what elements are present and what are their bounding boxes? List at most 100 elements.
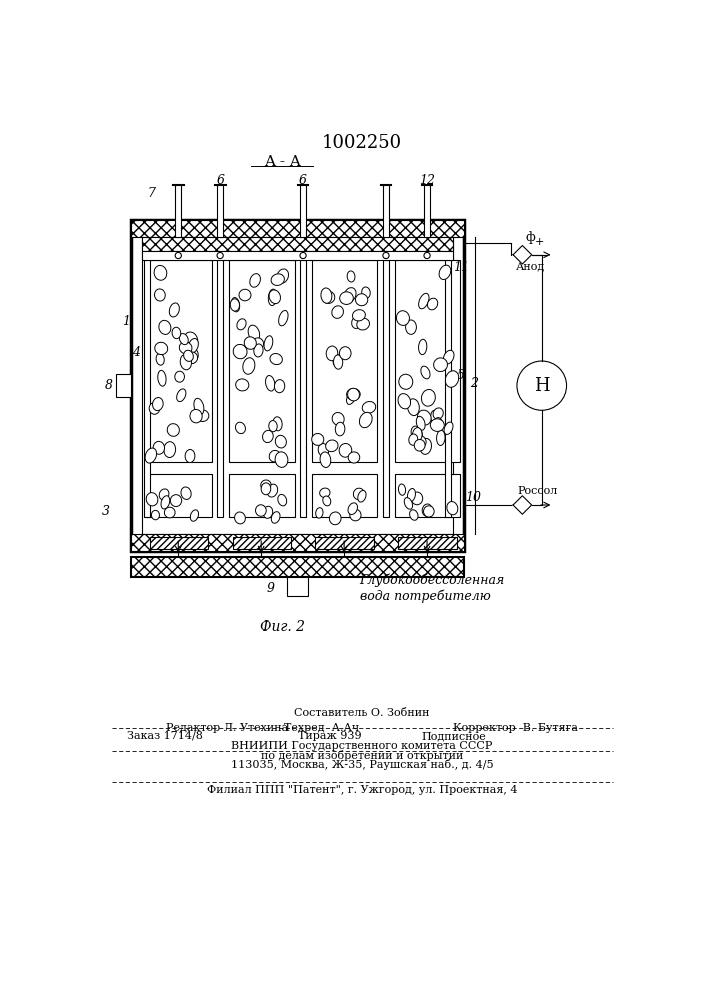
Ellipse shape [344,288,356,302]
Text: Фиг. 2: Фиг. 2 [259,620,305,634]
Bar [312,474,378,517]
Ellipse shape [431,419,444,431]
Ellipse shape [339,292,354,304]
Ellipse shape [443,350,454,364]
Ellipse shape [323,496,331,506]
Ellipse shape [421,366,430,379]
Ellipse shape [185,348,198,363]
Ellipse shape [248,325,259,341]
Ellipse shape [409,434,418,445]
Bar [300,260,306,517]
Ellipse shape [348,503,358,515]
Ellipse shape [159,489,169,500]
Ellipse shape [278,494,286,506]
Ellipse shape [414,436,426,448]
Bar [142,251,453,260]
Ellipse shape [169,303,180,317]
Ellipse shape [420,438,431,454]
Ellipse shape [339,347,351,360]
Text: 113035, Москва, Ж-35, Раушская наб., д. 4/5: 113035, Москва, Ж-35, Раушская наб., д. … [230,759,493,770]
Ellipse shape [320,488,330,497]
Ellipse shape [312,433,324,445]
Text: Глубокообессоленная
вода потребителю: Глубокообессоленная вода потребителю [360,574,505,603]
Bar [445,260,451,517]
Text: ф: ф [525,231,535,244]
Text: Филиал ППП "Патент", г. Ужгород, ул. Проектная, 4: Филиал ППП "Патент", г. Ужгород, ул. Про… [206,785,518,795]
Text: 8: 8 [105,379,113,392]
Ellipse shape [197,410,209,421]
Ellipse shape [250,274,260,287]
Ellipse shape [357,318,370,330]
Text: Подписное: Подписное [421,731,486,741]
Ellipse shape [186,352,198,364]
Text: Россол: Россол [518,486,558,496]
Ellipse shape [434,418,443,430]
Ellipse shape [447,502,458,515]
Ellipse shape [398,394,411,409]
Ellipse shape [180,334,188,345]
Ellipse shape [335,422,345,436]
Text: Заказ 1714/8: Заказ 1714/8 [127,731,203,741]
Bar [142,237,453,534]
Ellipse shape [332,306,344,318]
Ellipse shape [158,370,166,386]
Ellipse shape [153,398,163,411]
Text: Техред  А.Ач: Техред А.Ач [284,723,360,733]
Ellipse shape [273,417,282,431]
Ellipse shape [172,327,181,339]
Ellipse shape [151,510,160,520]
Text: 6: 6 [216,174,224,187]
Bar [115,374,131,397]
Ellipse shape [181,487,191,499]
Bar [217,185,223,237]
Ellipse shape [436,430,445,445]
Ellipse shape [180,342,192,354]
Text: 10: 10 [465,491,481,504]
Ellipse shape [161,496,170,509]
Text: Тираж 939: Тираж 939 [298,731,361,741]
Bar [228,260,295,462]
Ellipse shape [362,402,375,413]
Ellipse shape [433,358,448,372]
Bar [395,474,460,517]
Ellipse shape [279,310,288,326]
Bar [395,260,460,462]
Ellipse shape [333,355,341,366]
Ellipse shape [322,291,335,303]
Ellipse shape [267,484,278,497]
Text: ВНИИПИ Государственного комитета СССР: ВНИИПИ Государственного комитета СССР [231,741,493,751]
Ellipse shape [359,412,372,428]
Ellipse shape [399,374,413,389]
Ellipse shape [421,389,436,406]
Ellipse shape [346,388,360,400]
Ellipse shape [321,288,332,303]
Ellipse shape [419,293,429,309]
Polygon shape [513,496,532,514]
Text: 9: 9 [267,582,274,595]
Ellipse shape [177,389,186,402]
Ellipse shape [316,508,323,518]
Ellipse shape [194,398,204,415]
Ellipse shape [318,444,329,457]
Ellipse shape [180,354,192,370]
Ellipse shape [244,337,257,349]
Ellipse shape [339,443,352,457]
Ellipse shape [235,422,245,434]
Ellipse shape [417,410,431,425]
Ellipse shape [233,344,247,359]
Bar [142,237,453,251]
Text: +: + [534,237,544,247]
Ellipse shape [274,380,285,393]
Ellipse shape [354,488,364,500]
Ellipse shape [255,505,267,516]
Ellipse shape [235,379,249,391]
Ellipse shape [416,416,425,430]
Ellipse shape [269,289,277,306]
Ellipse shape [428,298,438,310]
Polygon shape [513,246,532,264]
Ellipse shape [399,484,406,495]
Ellipse shape [409,510,418,520]
Text: 1002250: 1002250 [322,134,402,152]
Ellipse shape [155,289,165,301]
Ellipse shape [433,408,443,419]
